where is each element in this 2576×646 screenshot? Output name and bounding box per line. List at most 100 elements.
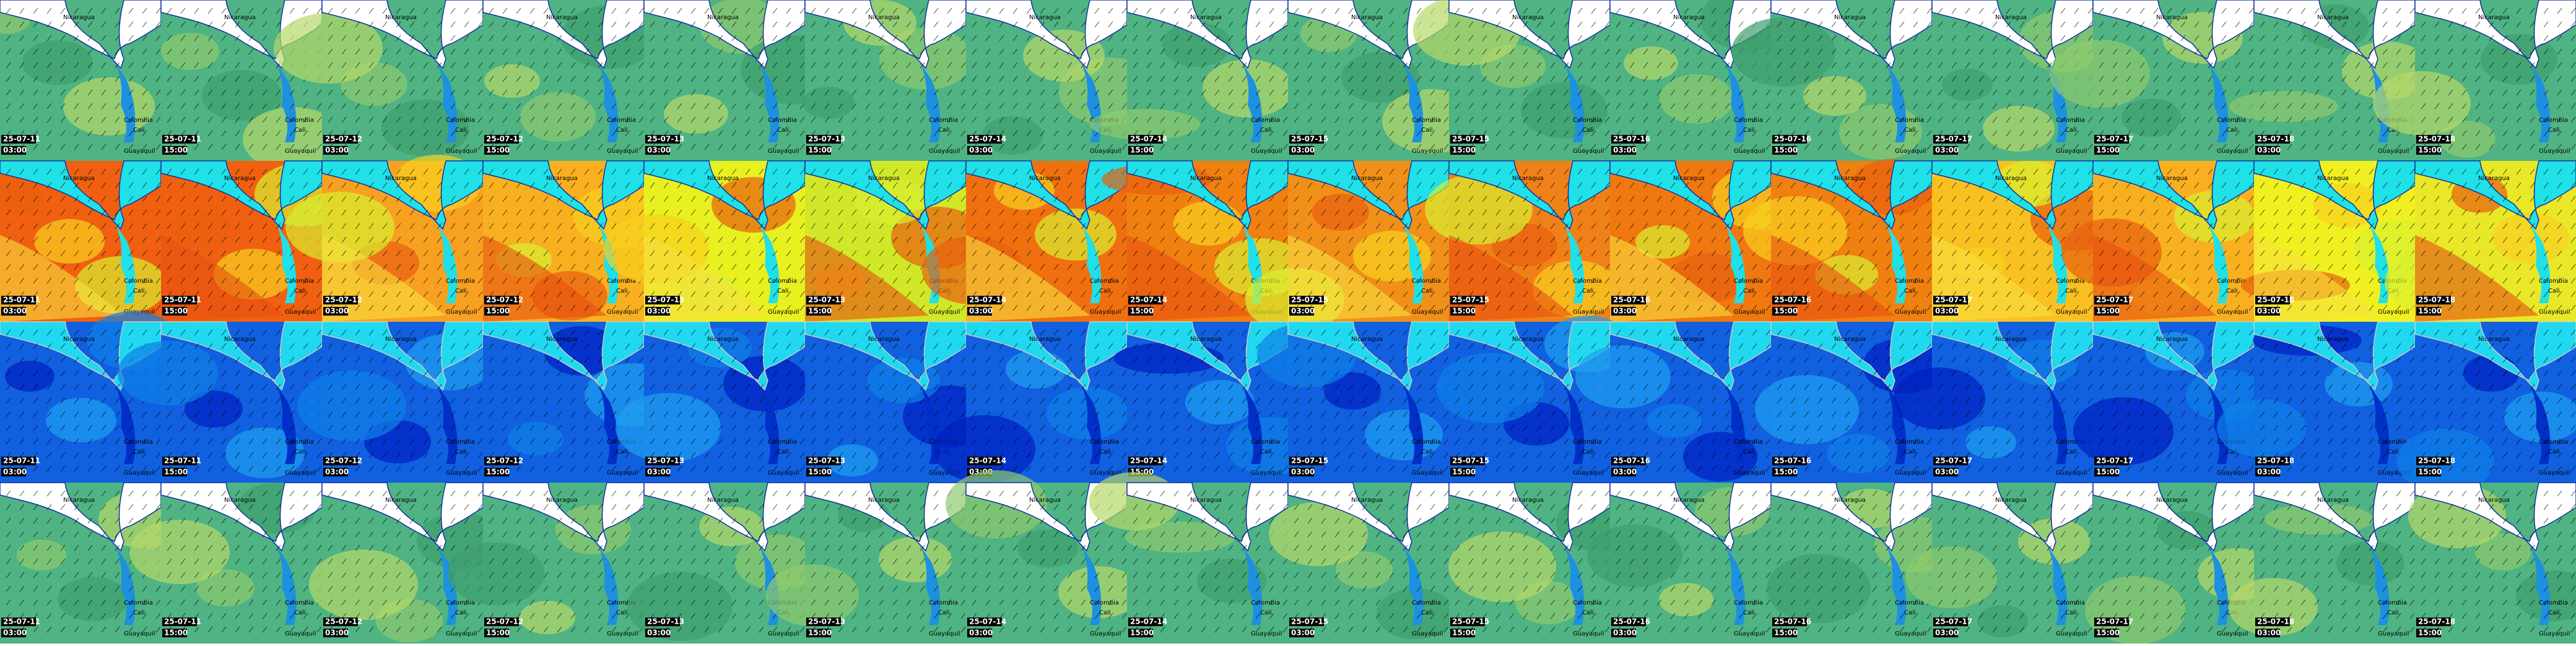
wind-arrow: [1629, 7, 1635, 14]
wind-arrow: [1509, 7, 1515, 14]
place-label: Colombia: [124, 278, 153, 285]
wind-arrow: [1362, 62, 1367, 69]
wind-arrow: [663, 48, 669, 55]
wind-arrow: [1255, 103, 1261, 110]
wind-arrow: [570, 62, 576, 69]
wind-arrow: [1053, 62, 1059, 69]
wind-arrow: [409, 21, 415, 28]
place-label: Nicaragua: [1834, 14, 1866, 21]
wind-arrow: [584, 21, 590, 28]
wind-arrow: [1416, 103, 1422, 110]
wind-arrow: [745, 130, 751, 137]
place-label: Colombia: [2056, 117, 2085, 124]
wind-arrow: [906, 48, 912, 55]
wind-arrow: [1403, 103, 1408, 110]
wind-arrow: [1242, 48, 1247, 55]
wind-arrow: [704, 7, 710, 14]
wind-arrow: [1108, 144, 1113, 150]
wind-arrow: [316, 103, 322, 110]
wind-arrow: [1591, 48, 1596, 55]
wind-arrow: [1053, 144, 1059, 150]
wind-arrow: [437, 130, 442, 137]
wind-arrow: [1053, 130, 1059, 137]
wind-arrow: [865, 130, 871, 137]
wind-arrow: [1684, 103, 1689, 110]
time-label: 03:00: [325, 307, 349, 316]
wind-arrow: [865, 116, 871, 123]
wind-arrow: [101, 48, 107, 55]
label-box: [967, 146, 992, 155]
wind-arrow: [450, 62, 456, 69]
wind-arrow: [650, 75, 655, 82]
wind-arrow: [1416, 75, 1422, 82]
time-label: 15:00: [2096, 307, 2120, 316]
wind-arrow: [502, 116, 508, 123]
wind-arrow: [1389, 75, 1395, 82]
wind-arrow: [999, 103, 1004, 110]
wind-arrow: [128, 103, 134, 110]
wind-arrow: [543, 21, 549, 28]
wind-arrow: [543, 144, 549, 150]
place-label: Cali: [294, 127, 306, 134]
wind-arrow: [6, 116, 11, 123]
wind-arrow: [235, 75, 240, 82]
wind-arrow: [328, 116, 333, 123]
wind-arrow: [1684, 75, 1689, 82]
wind-arrow: [1697, 21, 1703, 28]
wind-arrow: [638, 21, 644, 28]
wind-arrow: [1536, 48, 1542, 55]
wind-arrow: [1577, 62, 1583, 69]
time-label: 15:00: [2096, 146, 2120, 155]
place-label: Nicaragua: [2478, 175, 2510, 182]
wind-arrow: [328, 103, 333, 110]
wind-arrow: [1321, 103, 1326, 110]
place-label: Nicaragua: [1351, 14, 1383, 21]
wind-arrow: [1040, 75, 1045, 82]
label-box: [484, 146, 509, 155]
wind-arrow: [1160, 62, 1165, 69]
wind-arrow: [289, 103, 295, 110]
wind-arrow: [786, 48, 791, 55]
wind-arrow: [799, 89, 805, 96]
wind-arrow: [1670, 103, 1676, 110]
wind-arrow: [1403, 75, 1408, 82]
wind-arrow: [60, 144, 66, 150]
wind-arrow: [289, 7, 295, 14]
wind-arrow: [704, 130, 710, 137]
wind-arrow: [87, 75, 93, 82]
wind-arrow: [368, 89, 374, 96]
wind-arrow: [1242, 116, 1247, 123]
wind-arrow: [1443, 116, 1449, 123]
wind-arrow: [1108, 48, 1113, 55]
wind-arrow: [464, 21, 469, 28]
wind-arrow: [316, 7, 322, 14]
wind-arrow: [1294, 48, 1299, 55]
wind-arrow: [87, 89, 93, 96]
field-blob: [34, 219, 105, 264]
wind-arrow: [450, 7, 456, 14]
wind-arrow: [1536, 130, 1542, 137]
wind-arrow: [1468, 35, 1474, 41]
wind-arrow: [115, 89, 120, 96]
wind-arrow: [1255, 35, 1261, 41]
time-label: 03:00: [3, 146, 27, 155]
wind-arrow: [262, 130, 268, 137]
wind-arrow: [1482, 75, 1487, 82]
label-box: [645, 146, 670, 155]
place-label: Nicaragua: [546, 14, 578, 21]
wind-arrow: [663, 21, 669, 28]
label-box: [806, 135, 841, 144]
wind-arrow: [663, 116, 669, 123]
wind-arrow: [892, 130, 898, 137]
wind-arrow: [396, 21, 401, 28]
wind-arrow: [999, 7, 1004, 14]
wind-arrow: [1550, 130, 1556, 137]
place-label: Nicaragua: [2156, 14, 2188, 21]
place-label: Cali: [1421, 127, 1433, 134]
field-blob: [274, 13, 383, 84]
wind-arrow: [1711, 75, 1717, 82]
wind-arrow: [1053, 75, 1059, 82]
wind-arrow: [838, 75, 843, 82]
wind-arrow: [489, 48, 494, 55]
wind-arrow: [87, 144, 93, 150]
